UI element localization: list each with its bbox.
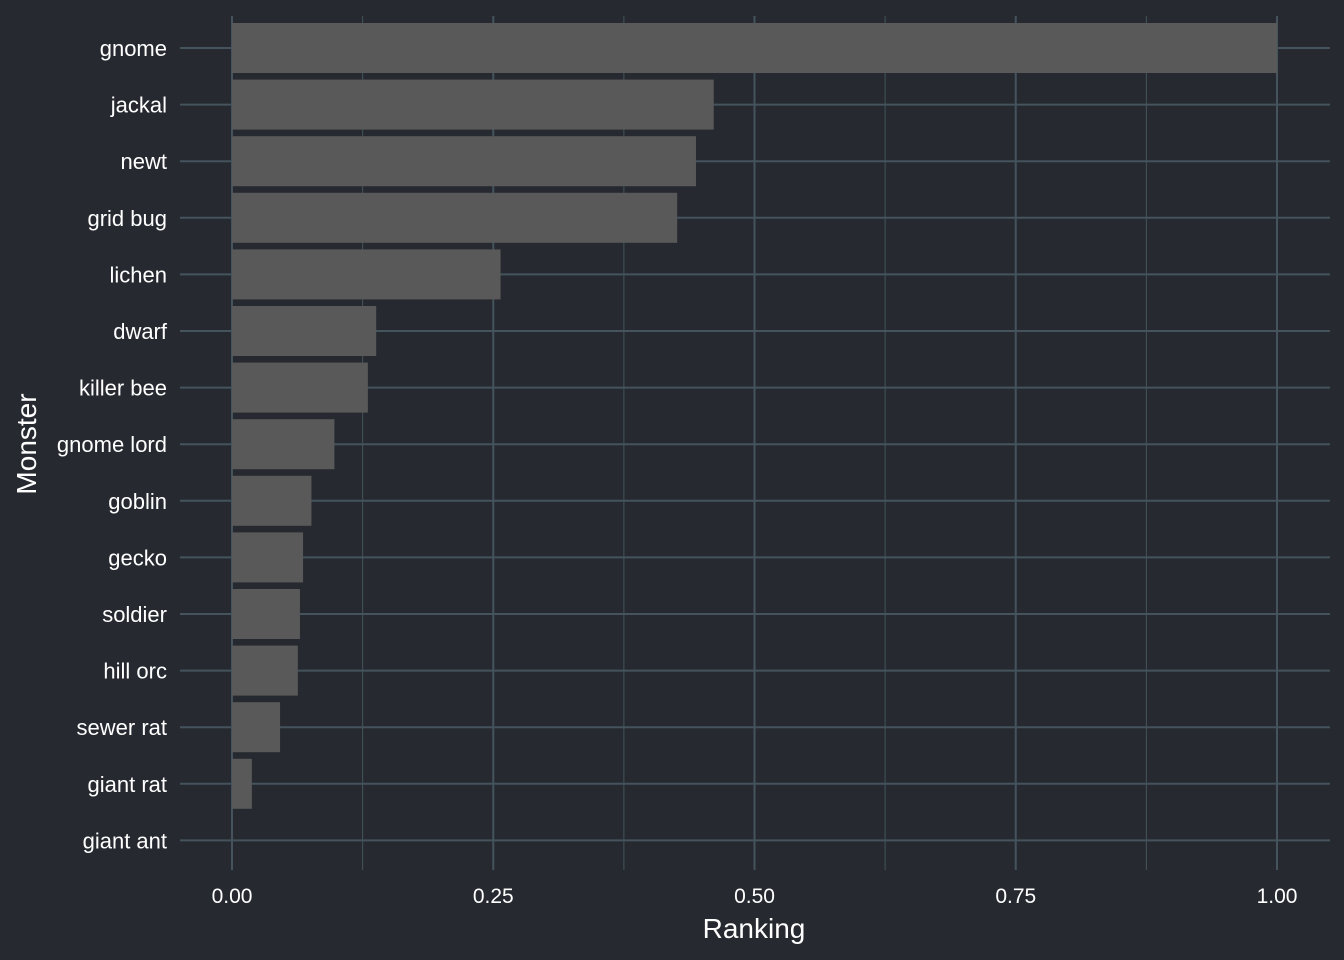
y-tick-label: jackal bbox=[110, 93, 167, 118]
bar-jackal bbox=[232, 79, 714, 130]
y-tick-label: lichen bbox=[110, 262, 167, 287]
bar-soldier bbox=[232, 589, 300, 639]
y-tick-label: gnome lord bbox=[57, 432, 167, 457]
y-tick-label: soldier bbox=[102, 602, 167, 627]
x-tick-label: 0.50 bbox=[734, 885, 775, 908]
bar-grid-bug bbox=[232, 192, 678, 243]
bars bbox=[232, 23, 1277, 809]
y-tick-label: newt bbox=[121, 149, 167, 174]
y-tick-label: giant rat bbox=[88, 772, 168, 797]
y-tick-label: dwarf bbox=[113, 319, 168, 344]
x-tick-label: 0.25 bbox=[473, 885, 514, 908]
bar-killer-bee bbox=[232, 362, 368, 413]
bar-sewer-rat bbox=[232, 702, 281, 753]
y-tick-label: gecko bbox=[108, 545, 167, 570]
x-axis-title: Ranking bbox=[703, 913, 806, 944]
y-axis-title: Monster bbox=[11, 393, 42, 494]
y-tick-label: giant ant bbox=[83, 828, 167, 853]
bar-gnome bbox=[232, 23, 1277, 73]
y-tick-label: hill orc bbox=[103, 659, 167, 684]
bar-giant-rat bbox=[232, 758, 252, 809]
x-tick-label: 0.00 bbox=[212, 885, 253, 908]
bar-dwarf bbox=[232, 306, 377, 356]
y-tick-label: gnome bbox=[100, 36, 167, 61]
bar-gecko bbox=[232, 532, 304, 583]
x-tick-label: 1.00 bbox=[1257, 885, 1298, 908]
bar-lichen bbox=[232, 249, 501, 300]
bar-hill-orc bbox=[232, 645, 298, 696]
y-tick-label: goblin bbox=[108, 489, 167, 514]
y-axis-tick-labels: gnome jackal newt grid bug lichen dwarf killer… bbox=[57, 36, 168, 853]
bar-goblin bbox=[232, 475, 312, 526]
bar-gnome-lord bbox=[232, 419, 335, 470]
bar-newt bbox=[232, 136, 696, 187]
y-tick-label: sewer rat bbox=[77, 715, 167, 740]
y-tick-label: killer bee bbox=[79, 376, 167, 401]
x-tick-label: 0.75 bbox=[995, 885, 1036, 908]
y-tick-label: grid bug bbox=[87, 206, 167, 231]
x-axis-tick-labels: 0.00 0.25 0.50 0.75 1.00 bbox=[212, 885, 1298, 908]
